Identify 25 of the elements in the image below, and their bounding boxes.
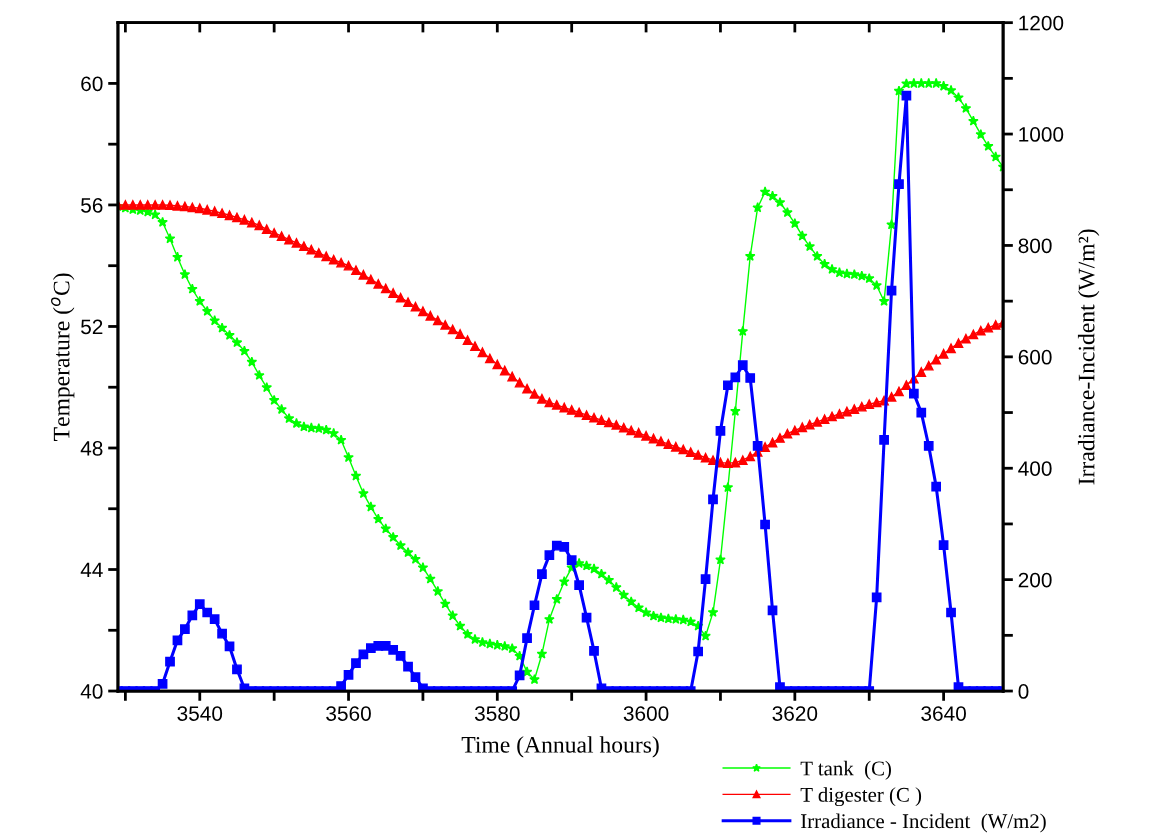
x-tick-label: 3600 [623, 706, 669, 721]
x-tick-label: 3560 [326, 706, 371, 721]
x-tick-label: 3640 [921, 706, 966, 721]
y-tick-label: 44 [80, 562, 103, 578]
y-axis-title: Temperature ($^{o}$C) [51, 273, 75, 441]
y2-tick-label: 1200 [1019, 15, 1064, 31]
y2-tick-label: 1000 [1019, 127, 1064, 142]
y2-tick-label: 400 [1018, 461, 1052, 476]
y2-axis-title: Irradiance-Incident (W/m²) [1077, 229, 1100, 485]
y-tick-label: 40 [80, 684, 103, 699]
y-tick-label: 60 [81, 76, 103, 92]
y2-tick-label: 600 [1018, 349, 1052, 365]
y2-tick-label: 0 [1018, 684, 1029, 699]
y-tick-label: 52 [81, 319, 103, 335]
legend-label: T digester (C ) [800, 787, 922, 807]
y-tick-label: 48 [80, 440, 103, 456]
legend-label: T tank (C) [800, 760, 891, 780]
x-tick-label: 3620 [772, 706, 818, 721]
y-tick-label: 56 [81, 197, 103, 213]
y2-tick-label: 800 [1018, 238, 1052, 254]
legend-label: Irradiance - Incident (W/m2) [801, 813, 1046, 833]
x-tick-label: 3580 [474, 706, 520, 721]
x-axis-title: Time (Annual hours) [461, 736, 659, 758]
y2-tick-label: 200 [1018, 572, 1052, 588]
x-tick-label: 3540 [177, 706, 223, 721]
